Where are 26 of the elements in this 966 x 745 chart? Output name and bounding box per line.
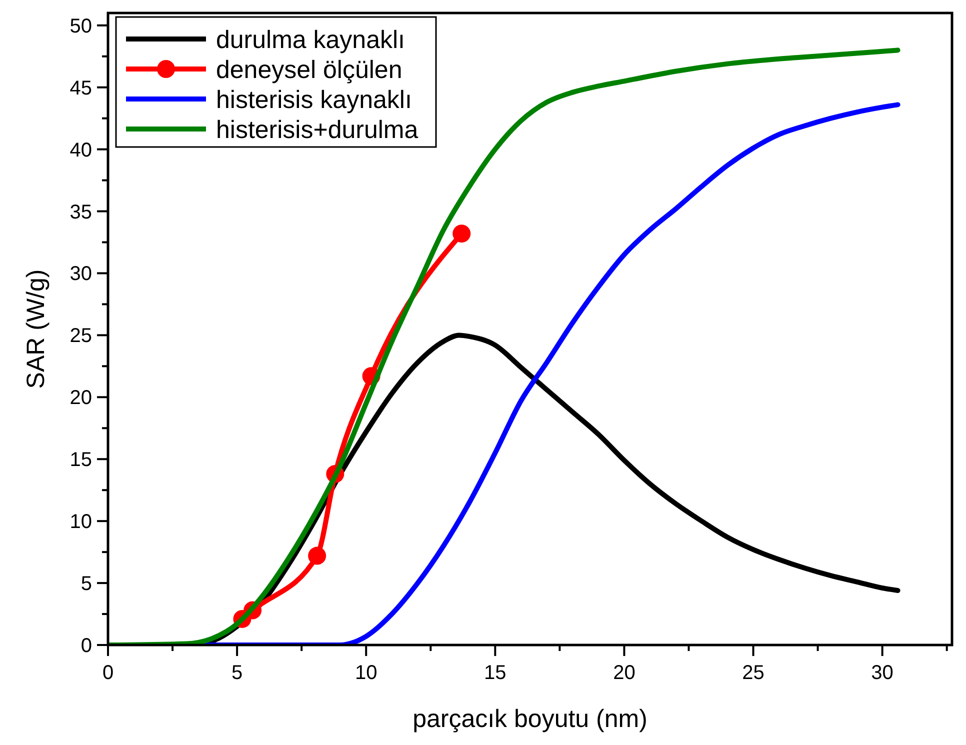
y-tick-label: 5 [80, 573, 92, 596]
y-tick-label: 45 [70, 77, 92, 100]
point [452, 224, 471, 243]
x-tick-label: 25 [742, 662, 764, 684]
x-tick-label: 5 [231, 662, 243, 684]
legend-label: durulma kaynaklı [216, 26, 405, 54]
y-tick-label: 0 [80, 635, 92, 657]
legend-label: deneysel ölçülen [216, 56, 402, 84]
x-tick-label: 0 [102, 662, 114, 684]
x-tick-label: 10 [354, 662, 378, 684]
y-tick-label: 10 [70, 511, 92, 534]
point [308, 546, 326, 565]
x-tick-label: 15 [484, 662, 506, 684]
y-tick-label: 20 [70, 387, 92, 410]
y-tick-label: 35 [70, 201, 92, 224]
y-axis-title: SAR (W/g) [22, 269, 50, 389]
y-tick-label: 40 [70, 139, 92, 162]
x-tick-label: 20 [613, 662, 636, 684]
y-tick-label: 15 [70, 449, 92, 472]
y-tick-label: 25 [70, 325, 92, 348]
legend-label: histerisis kaynaklı [216, 86, 412, 114]
x-axis-title: parçacık boyutu (nm) [412, 705, 648, 733]
y-tick-label: 30 [70, 263, 92, 286]
x-tick-label: 30 [871, 662, 894, 684]
y-tick-label: 50 [70, 15, 92, 38]
legend-label: histerisis+durulma [216, 116, 418, 144]
